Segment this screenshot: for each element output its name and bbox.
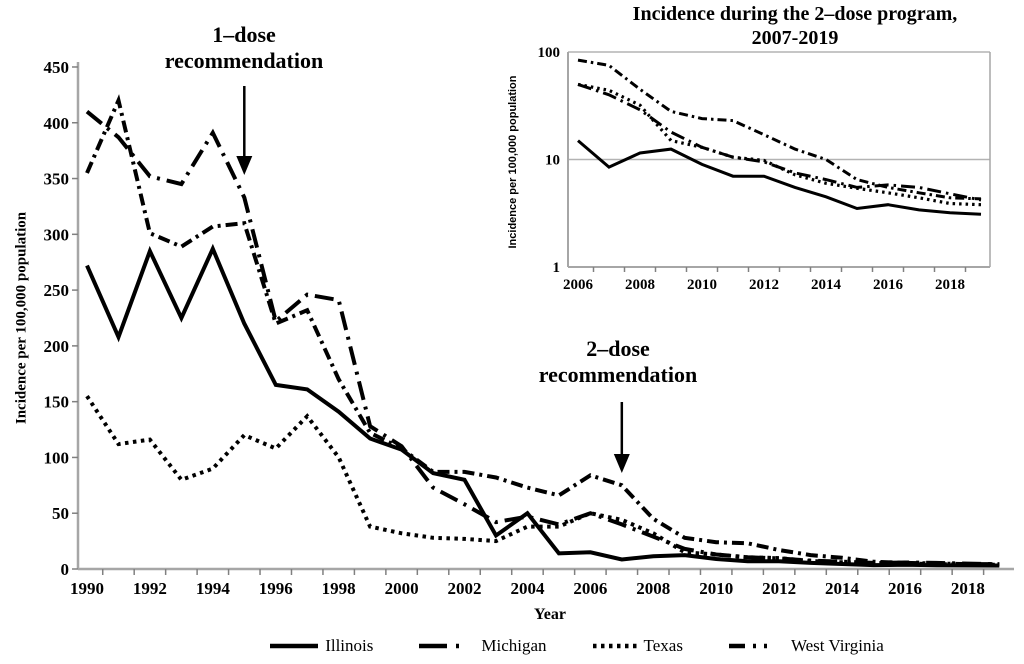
main-x-tick-label: 2018 [951, 579, 985, 598]
main-x-tick-label: 1996 [259, 579, 293, 598]
inset-title: Incidence during the 2–dose program, 200… [545, 2, 1024, 50]
arrow-2-dose-head [613, 454, 630, 473]
main-y-tick-label: 0 [61, 560, 70, 579]
inset-x-tick-label: 2006 [563, 277, 594, 293]
series-line-west-virginia [85, 94, 1000, 567]
inset-x-tick-label: 2008 [625, 277, 655, 293]
inset-y-tick-label: 10 [545, 153, 560, 169]
main-x-tick-label: 1998 [322, 579, 356, 598]
main-y-tick-label: 400 [44, 114, 70, 133]
legend-line-sample-icon [728, 643, 784, 649]
series-line-illinois [85, 243, 1000, 568]
legend-label: West Virginia [790, 636, 884, 655]
main-y-tick-label: 450 [44, 58, 70, 77]
inset-series-line-texas [577, 82, 982, 207]
main-y-tick-label: 300 [44, 225, 70, 244]
main-x-tick-label: 2008 [636, 579, 670, 598]
inset-y-axis-label: Incidence per 100,000 population [507, 75, 519, 249]
inset-x-tick-label: 2010 [687, 277, 717, 293]
inset-series-line-michigan [577, 82, 982, 202]
main-y-tick-label: 100 [44, 448, 70, 467]
legend: Illinois Michigan Texas West Virginia [130, 633, 1024, 659]
inset-title-line2: 2007-2019 [751, 27, 839, 49]
main-x-tick-label: 2006 [573, 579, 607, 598]
legend-label: Texas [643, 636, 683, 655]
inset-x-tick-label: 2018 [935, 277, 965, 293]
main-x-tick-label: 2012 [762, 579, 796, 598]
legend-line-sample-icon [419, 643, 475, 649]
annotation-1-dose-line1: 1–dose [212, 22, 276, 47]
annotation-1-dose-line2: recommendation [164, 48, 324, 73]
annotation-2-dose-line2: recommendation [538, 362, 698, 387]
main-x-tick-label: 2016 [888, 579, 922, 598]
legend-label: Michigan [481, 636, 547, 655]
main-x-tick-label: 2000 [385, 579, 419, 598]
legend-line-sample-icon [270, 643, 319, 649]
inset-x-tick-label: 2012 [749, 277, 779, 293]
main-x-tick-label: 2004 [510, 579, 545, 598]
series-line-michigan [85, 110, 1000, 567]
main-x-axis-label: Year [534, 606, 566, 623]
legend-item-illinois: Illinois [270, 636, 373, 656]
main-x-tick-label: 1992 [133, 579, 167, 598]
main-y-tick-label: 200 [44, 337, 70, 356]
main-x-tick-label: 2010 [699, 579, 733, 598]
inset-y-tick-label: 1 [553, 260, 561, 276]
main-y-tick-label: 250 [44, 281, 70, 300]
inset-y-tick-label: 100 [538, 45, 561, 61]
legend-label: Illinois [325, 636, 374, 655]
series-line-texas [85, 395, 1000, 567]
main-y-axis-label: Incidence per 100,000 population [13, 211, 30, 425]
legend-item-texas: Texas [592, 636, 683, 656]
legend-line-sample-icon [592, 643, 637, 649]
inset-x-tick-label: 2016 [873, 277, 904, 293]
main-x-tick-label: 1994 [196, 579, 231, 598]
legend-item-michigan: Michigan [419, 636, 547, 656]
main-x-tick-label: 2002 [448, 579, 482, 598]
inset-series-line-west-virginia [577, 58, 982, 201]
main-y-tick-label: 150 [44, 393, 70, 412]
inset-series-line-illinois [577, 139, 982, 216]
annotation-1-dose: 1–dose recommendation [119, 22, 369, 74]
annotation-2-dose-line1: 2–dose [586, 336, 650, 361]
inset-x-tick-label: 2014 [811, 277, 842, 293]
main-y-tick-label: 350 [44, 170, 70, 189]
legend-item-west-virginia: West Virginia [728, 636, 884, 656]
main-x-tick-label: 1990 [70, 579, 104, 598]
annotation-2-dose: 2–dose recommendation [493, 336, 743, 388]
main-y-tick-label: 50 [52, 504, 69, 523]
main-x-tick-label: 2014 [825, 579, 860, 598]
arrow-1-dose-head [236, 156, 253, 175]
inset-title-line1: Incidence during the 2–dose program, [632, 3, 958, 25]
